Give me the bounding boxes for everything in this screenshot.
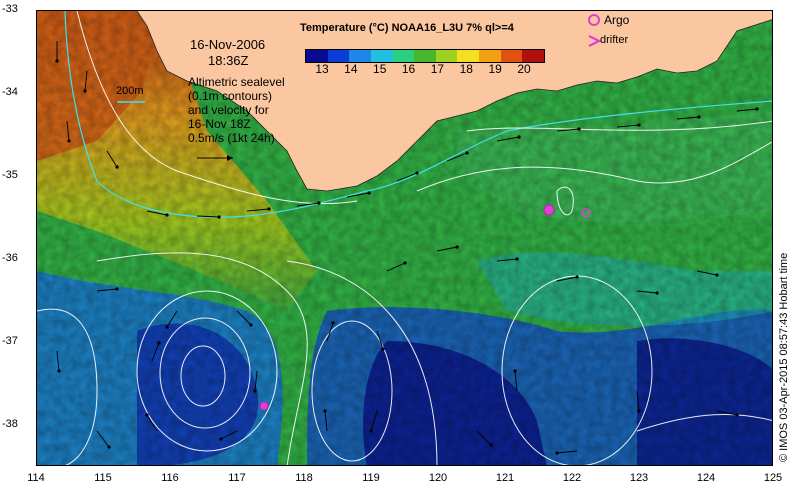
colorbar-swatch	[392, 50, 415, 62]
colorbar-tick-label: 20	[517, 62, 531, 76]
colorbar	[305, 49, 545, 63]
colorbar-swatch	[435, 50, 458, 62]
longitude-tick-label: 117	[228, 472, 246, 484]
colorbar-swatch	[349, 50, 371, 62]
longitude-tick-label: 114	[27, 472, 45, 484]
colorbar-swatch	[414, 50, 436, 62]
longitude-tick-label: 124	[696, 472, 716, 484]
velocity-scale-arrowhead	[227, 155, 233, 161]
drifter-legend-icon	[588, 35, 602, 47]
colorbar-swatch	[306, 50, 328, 62]
credit-text: © IMOS 03-Apr-2015 08:57:43 Hobart time	[778, 252, 790, 462]
longitude-tick-label: 123	[629, 472, 649, 484]
altimetry-note-line: Altimetric sealevel	[188, 75, 285, 89]
argo-float-marker	[581, 208, 591, 218]
map-time: 18:36Z	[208, 53, 249, 68]
latitude-tick-label: -34	[2, 85, 18, 98]
coastline	[136, 11, 772, 192]
velocity-arrow-heads	[55, 59, 759, 455]
colorbar-tick-label: 13	[315, 62, 329, 76]
altimetry-note: Altimetric sealevel (0.1m contours) and …	[188, 75, 285, 145]
colorbar-swatch	[457, 50, 480, 62]
altimetry-note-line: (0.1m contours)	[188, 89, 273, 103]
longitude-tick-label: 119	[362, 472, 380, 484]
longitude-tick-label: 116	[161, 472, 179, 484]
colorbar-title: Temperature (°C) NOAA16_L3U 7% ql>=4	[300, 22, 514, 34]
latitude-tick-label: -38	[2, 417, 18, 430]
colorbar-swatch	[370, 50, 393, 62]
velocity-arrows	[56, 41, 758, 454]
argo-legend-icon	[588, 14, 600, 26]
colorbar-swatch	[479, 50, 501, 62]
longitude-tick-label: 121	[495, 472, 515, 484]
longitude-tick-label: 118	[295, 472, 313, 484]
map-canvas	[37, 11, 772, 465]
land-australia	[37, 11, 772, 191]
colorbar-tick-label: 17	[430, 62, 445, 76]
colorbar-swatch	[500, 50, 523, 62]
latitude-tick-label: -35	[2, 168, 18, 181]
map-date: 16-Nov-2006	[190, 37, 266, 52]
longitude-tick-label: 115	[94, 472, 112, 484]
colorbar-tick-label: 15	[373, 62, 387, 76]
isobath-label: 200m	[116, 85, 144, 97]
latitude-tick-label: -33	[2, 3, 18, 15]
argo-float-marker	[259, 401, 269, 411]
longitude-tick-label: 122	[562, 472, 582, 484]
colorbar-tick-label: 16	[401, 62, 416, 76]
longitude-tick-label: 120	[428, 472, 448, 484]
argo-float-marker	[543, 204, 555, 216]
argo-legend-label: Argo	[604, 13, 630, 27]
colorbar-tick-label: 14	[344, 62, 358, 76]
drifter-legend-label: drifter	[600, 34, 629, 46]
isobath-200m	[64, 11, 772, 218]
altimetry-note-line: 16-Nov 18Z	[188, 117, 251, 131]
sealevel-contours	[37, 11, 772, 465]
colorbar-tick-label: 19	[488, 62, 502, 76]
colorbar-swatch	[522, 50, 545, 62]
colorbar-tick-label: 18	[459, 62, 473, 76]
longitude-tick-label: 125	[763, 472, 783, 484]
latitude-tick-label: -37	[2, 334, 18, 347]
altimetry-note-line: and velocity for	[188, 103, 269, 117]
velocity-scale-label: 0.5m/s (1kt 24h)	[188, 131, 275, 145]
colorbar-swatch	[327, 50, 350, 62]
sst-map	[36, 10, 773, 466]
latitude-tick-label: -36	[2, 251, 18, 264]
legend-symbols	[588, 14, 602, 47]
